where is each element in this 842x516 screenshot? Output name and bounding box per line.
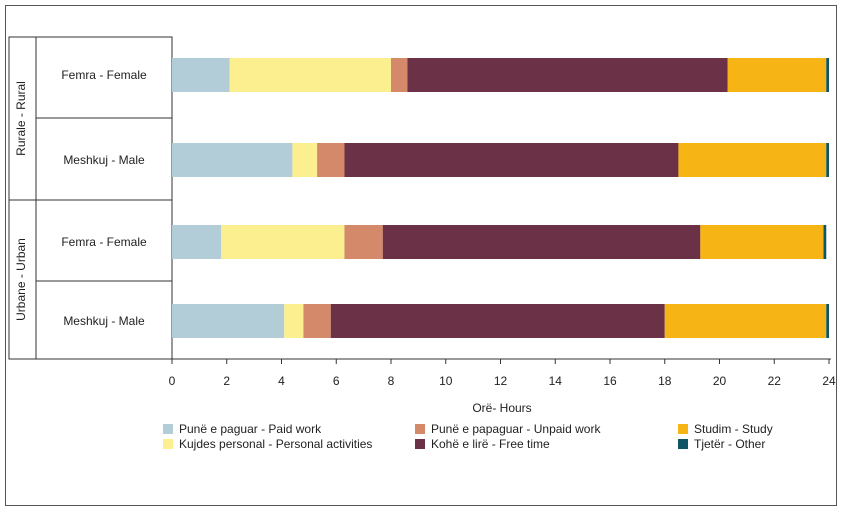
legend-label: Studim - Study: [694, 422, 773, 436]
bar-segment: [172, 304, 285, 338]
bar-segment: [172, 143, 293, 177]
legend-item: Kohë e lirë - Free time: [415, 437, 550, 451]
legend-swatch: [678, 439, 688, 449]
bar-segment: [826, 304, 829, 338]
legend-item: Kujdes personal - Personal activities: [163, 437, 372, 451]
legend-label: Kujdes personal - Personal activities: [179, 437, 373, 451]
legend-item: Tjetër - Other: [678, 437, 765, 451]
legend-label: Tjetër - Other: [694, 437, 766, 451]
category-label: Meshkuj - Male: [63, 314, 145, 328]
label-panel-border: [8, 36, 173, 360]
group-label: Urbane - Urban: [14, 238, 28, 321]
chart-border: [5, 5, 837, 506]
bar-segment: [344, 225, 383, 259]
legend-swatch: [678, 424, 688, 434]
legend-swatch: [415, 424, 425, 434]
bars: [172, 58, 829, 338]
category-label-panel: Rurale - Rural Femra - Female Meshkuj - Ma…: [8, 36, 173, 360]
legend-swatch: [163, 439, 173, 449]
category-label: Meshkuj - Male: [63, 153, 145, 167]
x-tick-label: 20: [713, 374, 727, 388]
x-tick-label: 8: [388, 374, 395, 388]
x-tick-label: 0: [169, 374, 176, 388]
legend-label: Punë e papaguar - Unpaid work: [431, 422, 601, 436]
bar-segment: [330, 304, 665, 338]
legend-item: Studim - Study: [678, 422, 773, 436]
bar-segment: [391, 58, 408, 92]
x-tick-label: 18: [658, 374, 672, 388]
bar-segment: [292, 143, 318, 177]
bar-segment: [382, 225, 701, 259]
category-label: Femra - Female: [61, 68, 147, 82]
bar-segment: [678, 143, 827, 177]
x-axis-ticks: 0 2 4 6 8 10 12 14 16 18 20 22 24: [169, 359, 836, 388]
bar-segment: [303, 304, 331, 338]
x-axis-label: Orë- Hours: [472, 401, 531, 415]
bar-segment: [284, 304, 304, 338]
bar-segment: [826, 143, 829, 177]
x-tick-label: 22: [768, 374, 782, 388]
x-tick-label: 24: [822, 374, 836, 388]
x-tick-label: 2: [223, 374, 230, 388]
legend-swatch: [163, 424, 173, 434]
legend-swatch: [415, 439, 425, 449]
bar-segment: [700, 225, 824, 259]
bar-segment: [344, 143, 679, 177]
bar-segment: [317, 143, 345, 177]
bar-segment: [664, 304, 827, 338]
bar-segment: [823, 225, 827, 259]
bar-segment: [229, 58, 391, 92]
legend-item: Punë e papaguar - Unpaid work: [415, 422, 600, 436]
legend-label: Kohë e lirë - Free time: [431, 437, 550, 451]
bar-segment: [221, 225, 345, 259]
bar-segment: [172, 58, 230, 92]
bar-segment: [727, 58, 827, 92]
x-tick-label: 14: [549, 374, 563, 388]
bar-segment: [826, 58, 829, 92]
legend-label: Punë e paguar - Paid work: [179, 422, 322, 436]
x-tick-label: 12: [494, 374, 508, 388]
x-tick-label: 6: [333, 374, 340, 388]
x-tick-label: 16: [603, 374, 617, 388]
bar-segment: [407, 58, 728, 92]
legend-item: Punë e paguar - Paid work: [163, 422, 321, 436]
category-label: Femra - Female: [61, 235, 147, 249]
bar-segment: [172, 225, 222, 259]
group-label: Rurale - Rural: [14, 81, 28, 156]
x-tick-label: 4: [278, 374, 285, 388]
x-tick-label: 10: [439, 374, 453, 388]
